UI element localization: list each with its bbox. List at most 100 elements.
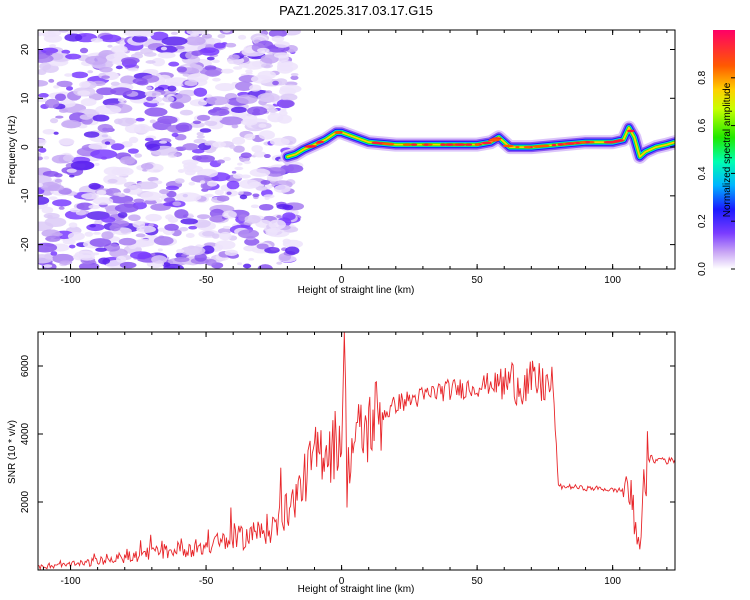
noise-blob xyxy=(117,117,135,127)
noise-blob xyxy=(38,196,50,205)
noise-blob xyxy=(65,86,74,91)
noise-blob xyxy=(243,263,252,269)
noise-blob xyxy=(156,102,165,106)
noise-blob xyxy=(215,240,236,250)
signal-hotspot xyxy=(464,143,473,146)
noise-blob xyxy=(135,181,159,190)
noise-blob xyxy=(53,131,59,135)
noise-blob xyxy=(214,189,224,196)
noise-blob xyxy=(114,203,139,213)
noise-blob xyxy=(249,84,262,92)
noise-blob xyxy=(199,128,212,133)
snr-x-axis-label: Height of straight line (km) xyxy=(298,584,415,595)
noise-blob xyxy=(256,47,270,53)
noise-blob xyxy=(38,93,49,98)
noise-blob xyxy=(155,198,163,203)
noise-blob xyxy=(244,214,261,224)
x-tick-label: 50 xyxy=(472,576,484,587)
noise-blob xyxy=(64,33,83,42)
noise-blob xyxy=(173,153,181,157)
noise-blob xyxy=(134,51,143,56)
noise-blob xyxy=(260,180,271,185)
noise-blob xyxy=(274,41,290,48)
noise-blob xyxy=(231,170,237,174)
x-tick-label: -100 xyxy=(61,275,81,286)
noise-blob xyxy=(206,180,218,187)
noise-blob xyxy=(119,261,137,269)
noise-blob xyxy=(80,98,97,107)
noise-blob xyxy=(111,220,130,228)
noise-blob xyxy=(92,114,110,122)
noise-blob xyxy=(67,231,85,241)
noise-blob xyxy=(101,216,116,223)
noise-blob xyxy=(65,53,82,60)
noise-blob xyxy=(290,75,299,80)
noise-blob xyxy=(160,46,168,51)
noise-blob xyxy=(117,211,128,218)
noise-blob xyxy=(257,92,280,103)
spectrogram-y-axis-label: Frequency (Hz) xyxy=(7,116,18,185)
noise-blob xyxy=(193,87,208,97)
noise-blob xyxy=(269,137,290,146)
y-tick-label: 0 xyxy=(20,144,31,150)
noise-blob xyxy=(38,254,53,264)
noise-blob xyxy=(265,228,278,236)
noise-blob xyxy=(88,182,101,190)
noise-blob xyxy=(182,73,190,77)
noise-blob xyxy=(180,246,206,256)
colorbar-tick-label: 0.2 xyxy=(697,214,708,228)
noise-blob xyxy=(38,152,42,157)
noise-blob xyxy=(163,263,184,269)
noise-blob xyxy=(282,238,291,245)
noise-blob xyxy=(68,244,76,249)
noise-blob xyxy=(38,147,47,153)
noise-blob xyxy=(79,47,89,54)
noise-blob xyxy=(270,247,280,251)
noise-blob xyxy=(157,227,166,232)
noise-blob xyxy=(184,79,198,87)
noise-blob xyxy=(199,180,206,184)
noise-blob xyxy=(96,189,107,196)
noise-blob xyxy=(132,77,148,85)
noise-blob xyxy=(226,191,232,195)
noise-blob xyxy=(76,202,94,211)
snr-frame xyxy=(37,331,676,571)
noise-blob xyxy=(245,72,253,75)
signal-hotspot xyxy=(585,140,590,144)
noise-blob xyxy=(222,225,231,229)
noise-blob xyxy=(168,61,180,67)
noise-blob xyxy=(115,65,123,70)
noise-blob xyxy=(251,145,263,153)
noise-blob xyxy=(217,34,226,39)
noise-blob xyxy=(83,131,100,138)
signal-hotspot xyxy=(316,140,325,144)
noise-blob xyxy=(209,115,223,122)
signal-hotspot xyxy=(502,144,515,148)
noise-blob xyxy=(153,236,174,246)
colorbar-tick-label: 0.0 xyxy=(697,262,708,276)
noise-blob xyxy=(110,87,133,96)
noise-blob xyxy=(192,120,202,125)
noise-blob xyxy=(238,229,259,239)
noise-blob xyxy=(127,67,139,72)
noise-blob xyxy=(171,132,179,138)
noise-blob xyxy=(196,135,205,139)
signal-hotspot xyxy=(617,139,625,142)
colorbar-gradient xyxy=(713,30,735,269)
noise-blob xyxy=(151,252,156,256)
noise-blob xyxy=(204,65,217,71)
x-tick-label: -50 xyxy=(199,275,214,286)
noise-blob xyxy=(97,132,109,140)
noise-blob xyxy=(157,52,176,59)
noise-blob xyxy=(234,81,254,91)
x-tick-label: 0 xyxy=(339,275,345,286)
noise-blob xyxy=(151,57,166,67)
noise-blob xyxy=(190,32,200,37)
noise-blob xyxy=(280,93,298,102)
noise-blob xyxy=(280,108,287,112)
x-tick-label: -50 xyxy=(199,576,214,587)
noise-blob xyxy=(140,191,162,201)
noise-blob xyxy=(211,59,220,63)
noise-blob xyxy=(68,222,78,228)
